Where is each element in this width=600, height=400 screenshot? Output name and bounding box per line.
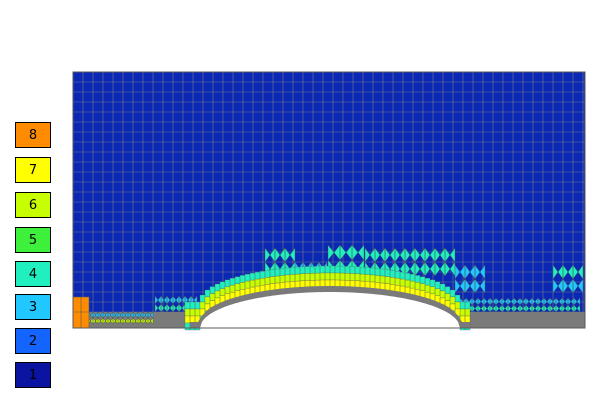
refined-cells-level3 <box>459 297 581 306</box>
legend-label: 4 <box>28 266 38 282</box>
inflow-cell-lines <box>73 297 89 328</box>
legend-label: 6 <box>28 197 38 213</box>
legend-label: 8 <box>28 127 38 143</box>
refined-cells-level6 <box>87 317 154 325</box>
legend-item-2: 2 <box>15 328 51 354</box>
refined-cells-level3 <box>552 278 584 294</box>
legend-label: 1 <box>28 367 38 383</box>
legend-label: 5 <box>28 232 38 248</box>
legend-item-4: 4 <box>15 261 51 287</box>
legend-item-7: 7 <box>15 157 51 183</box>
refined-cells-level4 <box>552 264 584 280</box>
mesh-border <box>72 71 586 329</box>
legend-item-6: 6 <box>15 192 51 218</box>
bump-obstacle <box>200 292 460 329</box>
legend-item-8: 8 <box>15 122 51 148</box>
refined-cells-level4 <box>364 247 456 263</box>
legend-label: 3 <box>28 299 38 315</box>
legend-item-3: 3 <box>15 294 51 320</box>
legend-label: 2 <box>28 333 38 349</box>
refined-cells-level3 <box>454 264 486 280</box>
refined-cells-level4 <box>264 247 296 263</box>
refined-cells-level4 <box>459 304 581 313</box>
legend-item-1: 1 <box>15 362 51 388</box>
refined-cells-level4 <box>327 244 365 261</box>
refined-cells-level3 <box>454 278 486 294</box>
legend-item-5: 5 <box>15 227 51 253</box>
legend-label: 7 <box>28 162 38 178</box>
